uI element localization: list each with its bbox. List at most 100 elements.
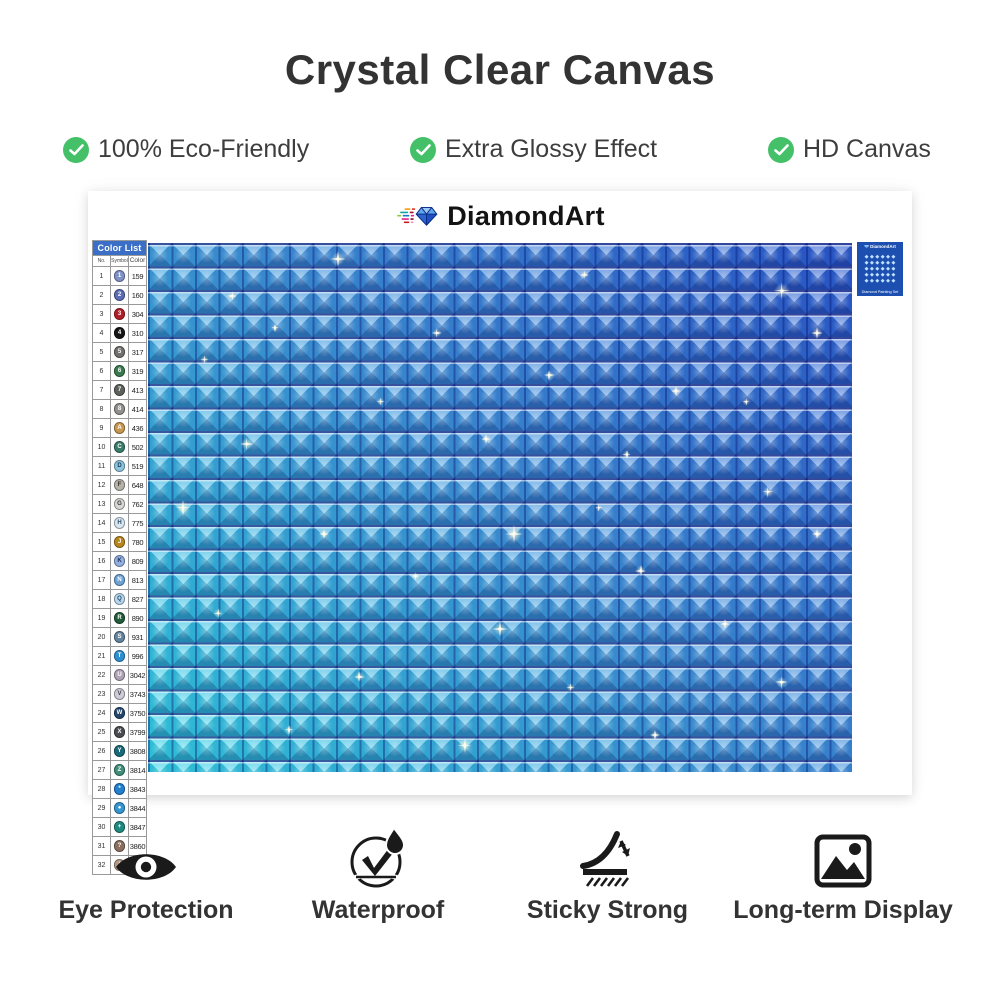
color-list-row: 3 3 304 — [92, 304, 147, 324]
check-circle-icon — [768, 136, 794, 163]
color-code: 519 — [128, 456, 147, 476]
color-code: 3844 — [128, 798, 147, 818]
sparkle-glint — [505, 524, 524, 543]
color-symbol: S — [110, 627, 129, 647]
mini-diamond-cell-icon: ◆ — [880, 271, 885, 278]
color-code: 304 — [128, 304, 147, 324]
feature-label: 100% Eco-Friendly — [98, 135, 310, 163]
color-code: 3843 — [128, 779, 147, 799]
sparkle-glint — [810, 326, 823, 339]
color-code: 3847 — [128, 817, 147, 837]
color-no: 3 — [92, 304, 111, 324]
color-code: 775 — [128, 513, 147, 533]
color-no: 26 — [92, 741, 111, 761]
mini-diamond-cell-icon: ◆ — [891, 259, 896, 266]
color-list-row: 11 D 519 — [92, 456, 147, 476]
sparkle-glint — [622, 450, 632, 460]
color-list-row: 30 +3847 — [92, 817, 147, 837]
color-list-header-row: No. Symbol Color — [92, 255, 147, 267]
mini-diamond-cell-icon: ◆ — [880, 259, 885, 266]
color-code: 3808 — [128, 741, 147, 761]
color-symbol: 8 — [110, 399, 129, 419]
mini-diamond-cell-icon: ◆ — [886, 259, 890, 266]
color-symbol: Q — [110, 589, 129, 609]
color-no: 18 — [92, 589, 111, 609]
color-symbol: W — [110, 703, 129, 723]
sparkle-glint — [353, 671, 365, 683]
bottom-feature-sticky-strong: Sticky Strong — [500, 826, 715, 925]
color-list-row: 18 Q 827 — [92, 589, 147, 609]
color-symbol: ? — [110, 836, 129, 856]
color-code: 780 — [128, 532, 147, 552]
color-symbol: G — [110, 494, 129, 514]
mini-diamond-cell-icon: ◆ — [864, 253, 869, 260]
color-symbol: D — [110, 456, 129, 476]
color-symbol: 1 — [110, 266, 129, 286]
sparkle-glint — [811, 528, 822, 539]
brand-logo: DiamondArt — [88, 195, 912, 237]
mini-diamond-grid: ◆ ◆ ◆ ◆ ◆ ◆ ◆ ◆ ◆ ◆ ◆ ◆ ◆ ◆ ◆ ◆ ◆ ◆ ◆ ◆ ◆ ◆ ◆ ◆ ◆ ◆ ◆ ◆ ◆ ◆ — [864, 253, 896, 285]
color-no: 15 — [92, 532, 111, 552]
color-no: 6 — [92, 361, 111, 381]
mini-brand-name: DiamondArt — [870, 244, 896, 249]
mini-diamond-cell-icon: ◆ — [864, 259, 869, 266]
color-symbol: 2 — [110, 285, 129, 305]
color-symbol: R — [110, 608, 129, 628]
mini-diamond-cell-icon: ◆ — [870, 253, 874, 260]
sparkle-glint — [775, 675, 789, 689]
color-list-row: 24 W 3750 — [92, 703, 147, 723]
color-list-row: 22 U 3042 — [92, 665, 147, 685]
color-symbol: A — [110, 418, 129, 438]
color-symbol: H — [110, 513, 129, 533]
color-code: 414 — [128, 399, 147, 419]
color-symbol: J — [110, 532, 129, 552]
color-list-table: Color List No. Symbol Color 1 1 159 2 2 160 3 3… — [92, 240, 147, 875]
color-code: 159 — [128, 266, 147, 286]
color-code: 890 — [128, 608, 147, 628]
color-symbol: K — [110, 551, 129, 571]
sparkle-glint — [431, 327, 442, 338]
color-symbol: 5 — [110, 342, 129, 362]
feature-eco-friendly: 100% Eco-Friendly — [63, 135, 309, 164]
mini-diamond-cell-icon: ◆ — [875, 265, 880, 272]
bottom-feature-long-term-display: Long-term Display — [712, 826, 974, 925]
mini-diamond-cell-icon: ◆ — [886, 277, 890, 284]
color-symbol: V — [110, 684, 129, 704]
color-symbol: X — [110, 722, 129, 742]
color-list-row: 21 T 996 — [92, 646, 147, 666]
color-list-row: 16 K 809 — [92, 551, 147, 571]
mini-diamond-cell-icon: ◆ — [891, 265, 896, 272]
mini-brand-row: DiamondArt — [864, 244, 896, 249]
color-symbol: U — [110, 665, 129, 685]
mini-diamond-cell-icon: ◆ — [886, 271, 890, 278]
color-symbol: C — [110, 437, 129, 457]
color-list-header-no: No. — [92, 255, 111, 267]
mini-diamond-icon — [864, 244, 870, 249]
mini-diamond-cell-icon: ◆ — [891, 277, 896, 284]
color-code: 3799 — [128, 722, 147, 742]
color-symbol: N — [110, 570, 129, 590]
diamond-logo-icon — [397, 207, 438, 226]
sparkle-glint — [742, 397, 751, 406]
color-code: 317 — [128, 342, 147, 362]
color-list-rows: 1 1 159 2 2 160 3 3 304 4 4 310 5 5 317 6 6 319 7 7 413 8 8 414… — [92, 266, 147, 875]
color-list-row: 27 Z 3814 — [92, 760, 147, 780]
color-list-row: 25 X 3799 — [92, 722, 147, 742]
sparkle-glint — [319, 528, 329, 539]
color-code: 413 — [128, 380, 147, 400]
color-no: 13 — [92, 494, 111, 514]
sparkle-glint — [175, 499, 192, 516]
color-list-row: 1 1 159 — [92, 266, 147, 286]
bottom-feature-label: Waterproof — [311, 896, 445, 924]
color-list-row: 20 S 931 — [92, 627, 147, 647]
color-no: 27 — [92, 760, 111, 780]
mini-diamond-cell-icon: ◆ — [864, 277, 869, 284]
color-list-row: 6 6 319 — [92, 361, 147, 381]
mini-diamond-cell-icon: ◆ — [864, 265, 869, 272]
color-list-row: 17 N 813 — [92, 570, 147, 590]
color-no: 29 — [92, 798, 111, 818]
color-no: 7 — [92, 380, 111, 400]
mini-diamond-cell-icon: ◆ — [886, 253, 890, 260]
color-list-row: 7 7 413 — [92, 380, 147, 400]
color-code: 436 — [128, 418, 147, 438]
